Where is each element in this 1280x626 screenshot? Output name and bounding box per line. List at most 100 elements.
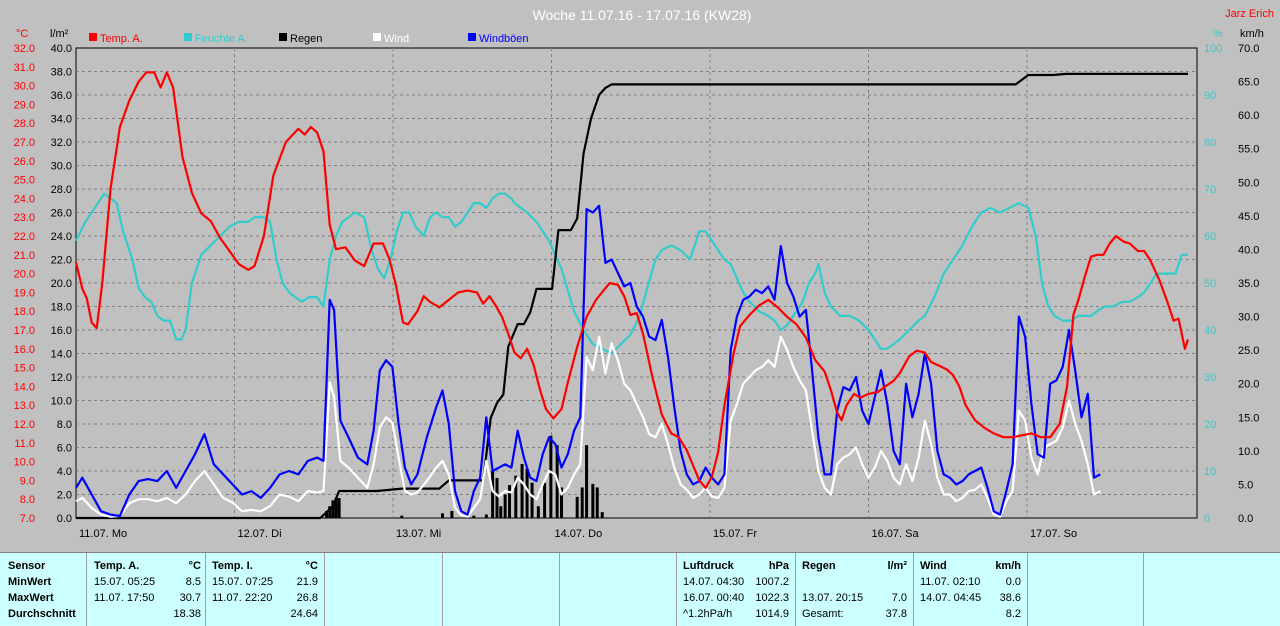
legend-swatch [89,33,97,41]
wind-title: Wind [920,560,947,572]
rain-bar [543,482,547,518]
rain-bar [591,483,595,518]
legend-swatch [279,33,287,41]
rain-tick-label: 38.0 [51,67,72,79]
legend-label: Wind [384,33,409,45]
temp-tick-label: 32.0 [14,43,35,55]
temp-tick-label: 26.0 [14,156,35,168]
stats-wind-column: Wind km/h 11.07. 02:10 0.0 14.07. 04:45 38.… [914,553,1028,626]
x-tick-label: 15.07. Fr [713,528,757,540]
legend-label: Temp. A. [100,33,143,45]
sensor-header: Sensor [8,560,46,572]
rain-bar [549,435,553,518]
rain-tick-label: 14.0 [51,349,72,361]
temp-tick-label: 14.0 [14,381,35,393]
wind-tick-label: 30.0 [1238,312,1259,324]
rain-unit-label: l/m² [50,28,69,40]
temp-i-min: 21.9 [296,576,318,588]
temp-unit-label: °C [16,28,28,40]
rain-bar [499,506,503,518]
rain-tick-label: 16.0 [51,325,72,337]
wind-tick-label: 45.0 [1238,211,1259,223]
temp-tick-label: 15.0 [14,363,35,375]
temp-i-title: Temp. I. [212,560,253,572]
wind-tick-label: 25.0 [1238,345,1259,357]
wind-tick-label: 10.0 [1238,446,1259,458]
rain-title: Regen [802,560,836,572]
pressure-max-time: 16.07. 00:40 [683,592,745,604]
statistics-panel: Sensor MinWert MaxWert Durchschnitt Temp… [0,552,1280,626]
temp-tick-label: 19.0 [14,287,35,299]
humidity-tick-label: 60 [1204,231,1216,243]
rain-line [76,72,1188,520]
rain-max: 7.0 [891,592,907,604]
x-tick-label: 13.07. Mi [396,528,441,540]
x-tick-label: 14.07. Do [555,528,603,540]
legend-swatch [184,33,192,41]
x-tick-label: 17.07. So [1030,528,1077,540]
rain-bar [508,485,512,518]
rain-bar [331,500,335,518]
temp-i-avg: 24.64 [290,608,318,620]
stats-empty-column-5 [1144,553,1280,626]
rain-tick-label: 24.0 [51,231,72,243]
rain-bar [575,496,579,518]
legend-swatch [373,33,381,41]
temp-a-min-time: 15.07. 05:25 [94,576,156,588]
temp-i-max: 26.8 [296,592,318,604]
rain-tick-label: 2.0 [57,490,72,502]
temp-tick-label: 31.0 [14,62,35,74]
temp-a-avg: 18.38 [173,608,201,620]
temp-tick-label: 10.0 [14,457,35,469]
rain-tick-label: 20.0 [51,278,72,290]
temp-tick-label: 20.0 [14,269,35,281]
wind-tick-label: 15.0 [1238,412,1259,424]
legend-label: Feuchte A. [195,33,248,45]
temp-tick-label: 24.0 [14,193,35,205]
rain-unit: l/m² [887,560,907,572]
rain-bar [514,475,518,518]
rain-bar [595,487,599,518]
rain-bar [472,515,476,518]
series-layer [74,71,1190,520]
axis-unit-labels: °C l/m²% km/h [16,28,1264,40]
author-label: Jarz Erich [1225,8,1274,20]
wind-tick-label: 20.0 [1238,379,1259,391]
gusts-line [75,204,1101,518]
rain-tick-label: 32.0 [51,137,72,149]
chart-title: Woche 11.07.16 - 17.07.16 (KW28) [533,7,752,23]
temp-a-min: 8.5 [185,576,201,588]
temp-a-max: 30.7 [179,592,201,604]
temp-tick-label: 12.0 [14,419,35,431]
rain-bar [520,463,524,518]
wind-min: 0.0 [1005,576,1021,588]
temp-i-unit: °C [305,560,318,572]
pressure-avg: 1014.9 [755,608,789,620]
humidity-line [75,192,1188,355]
temp-tick-label: 22.0 [14,231,35,243]
rain-tick-label: 28.0 [51,184,72,196]
temp-tick-label: 17.0 [14,325,35,337]
x-tick-label: 12.07. Di [238,528,282,540]
rain-tick-label: 18.0 [51,302,72,314]
rain-bar [400,515,404,518]
humidity-tick-label: 100 [1204,43,1222,55]
wind-unit: km/h [995,560,1021,572]
rain-bar [334,498,338,518]
wind-tick-label: 40.0 [1238,244,1259,256]
rain-bar [328,506,332,518]
stats-pressure-column: Luftdruck hPa 14.07. 04:30 1007.2 16.07. 0… [677,553,796,626]
pressure-unit: hPa [768,560,789,572]
rain-tick-label: 30.0 [51,161,72,173]
wind-tick-label: 55.0 [1238,144,1259,156]
rain-bar [536,506,540,518]
rain-bar [450,510,454,518]
rain-bar [484,514,488,518]
temp-i-min-time: 15.07. 07:25 [212,576,274,588]
temp-i-max-time: 11.07. 22:20 [212,592,273,604]
legend-label: Windböen [479,33,529,45]
rain-total-label: Gesamt: [802,608,844,620]
wind-tick-label: 35.0 [1238,278,1259,290]
stats-label-column: Sensor MinWert MaxWert Durchschnitt [0,553,87,626]
temp-tick-label: 21.0 [14,250,35,262]
